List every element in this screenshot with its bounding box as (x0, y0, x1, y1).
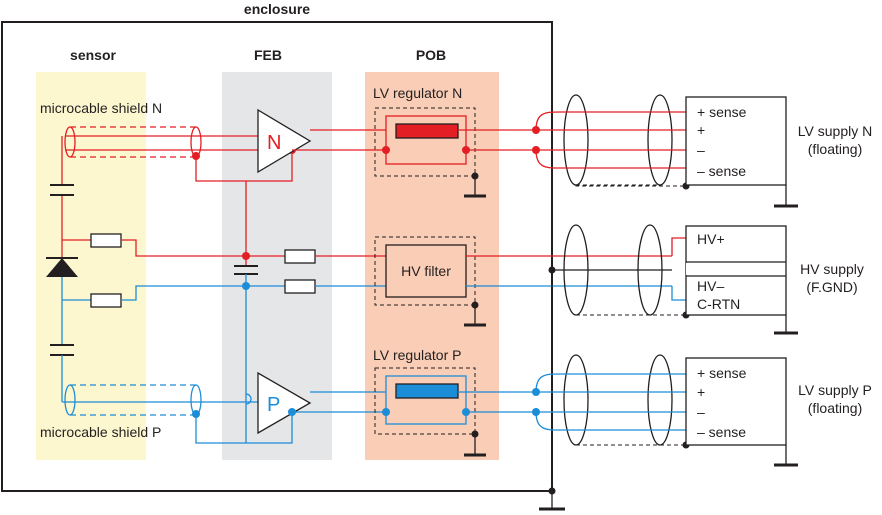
lv-supply-n-note: (floating) (808, 141, 862, 157)
lv-supply-n-name: LV supply N (798, 123, 872, 139)
hv-supply-name: HV supply (800, 261, 864, 277)
hv-filter-label: HV filter (401, 263, 451, 279)
lv-supply-p-pin-sense-minus: – sense (697, 424, 746, 440)
hv-supply-note: (F.GND) (806, 279, 857, 295)
hv-filter: HV filter (374, 236, 486, 327)
lv-supply-n-pin-sense-plus: + sense (697, 104, 747, 120)
lv-supply-n-pin-minus: – (697, 142, 705, 158)
lv-supply-p-note: (floating) (808, 400, 862, 416)
amplifier-n-label: N (267, 132, 281, 154)
lv-regulator-n (374, 107, 486, 198)
pob-label: POB (416, 47, 446, 63)
cable-n (532, 94, 690, 190)
feb-resistor-n (284, 249, 316, 264)
sensor-region (36, 72, 146, 460)
hv-supply: HV+ HV– C-RTN (685, 225, 798, 335)
cable-p (532, 354, 690, 449)
lv-supply-p-pin-sense-plus: + sense (697, 365, 747, 381)
hv-supply-pin-hv-plus: HV+ (697, 231, 725, 247)
sensor-resistor-p (90, 293, 122, 308)
feb-resistor-p (284, 279, 316, 294)
lv-supply-n-pin-sense-minus: – sense (697, 163, 746, 179)
microcable-shield-n-label: microcable shield N (40, 100, 162, 116)
lv-regulator-n-label: LV regulator N (373, 85, 462, 101)
cable-hv (548, 224, 690, 491)
enclosure-label: enclosure (244, 1, 310, 17)
microcable-p (62, 384, 202, 416)
lv-supply-p-pin-plus: + (697, 384, 705, 400)
lv-supply-n: + sense + – – sense (685, 96, 798, 208)
feb-label: FEB (254, 47, 282, 63)
lv-supply-p-pin-minus: – (697, 404, 705, 420)
lv-supply-p: + sense + – – sense (685, 357, 798, 467)
lv-regulator-p-label: LV regulator P (373, 347, 461, 363)
microcable-shield-p-label: microcable shield P (40, 424, 161, 440)
amplifier-p-label: P (267, 394, 280, 416)
amplifier-p: P (257, 371, 312, 435)
hv-supply-pin-hv-minus: HV– (697, 278, 724, 294)
sensor-resistor-n (90, 233, 122, 248)
amplifier-n: N (257, 108, 312, 174)
lv-supply-p-name: LV supply P (798, 382, 872, 398)
sensor-label: sensor (70, 47, 116, 63)
sensor-diode (46, 184, 78, 402)
lv-supply-n-pin-plus: + (697, 122, 705, 138)
hv-supply-pin-c-rtn: C-RTN (697, 296, 740, 312)
